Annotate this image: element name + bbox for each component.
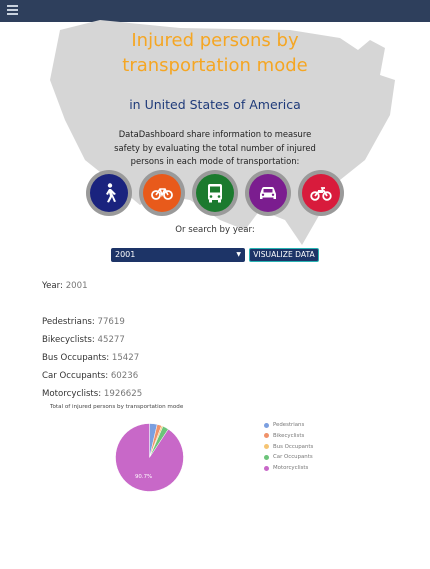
pie-slice-motorcyclists (115, 423, 184, 492)
chart-legend: Pedestrians Bikecyclists Bus Occupants Car … (264, 421, 313, 475)
search-by-year-label: Or search by year: (175, 225, 255, 235)
legend-item[interactable]: Bikecyclists (264, 432, 313, 443)
bicycle-icon (151, 188, 173, 200)
legend-label: Motorcyclists (273, 465, 309, 472)
top-bar (0, 0, 430, 22)
stat-motorcyclists: Motorcyclists: 1926625 (42, 389, 143, 399)
legend-item[interactable]: Car Occupants (264, 453, 313, 464)
year-select[interactable]: 2001 ▼ (111, 248, 245, 262)
pie-slice-label: 90.7% (135, 474, 153, 480)
page-description: DataDashboard share information to measu… (100, 128, 330, 169)
legend-dot (264, 465, 269, 471)
legend-item[interactable]: Bus Occupants (264, 443, 313, 454)
legend-dot (264, 422, 269, 428)
stat-year: Year: 2001 (42, 281, 88, 291)
page-subtitle: in United States of America (129, 97, 301, 112)
bicycle-mode-button[interactable] (139, 170, 185, 216)
chevron-down-icon: ▼ (236, 251, 241, 258)
page-title-line2: transportation mode (122, 55, 308, 76)
description-line: DataDashboard share information to measu… (118, 129, 312, 139)
pie-chart-svg (115, 423, 184, 492)
transport-mode-buttons (86, 170, 346, 216)
legend-label: Pedestrians (273, 422, 305, 428)
car-icon (260, 187, 276, 199)
legend-label: Car Occupants (273, 454, 313, 461)
stat-pedestrians: Pedestrians: 77619 (42, 317, 125, 327)
stat-car-occupants: Car Occupants: 60236 (42, 371, 139, 381)
page-title-line1: Injured persons by (131, 30, 299, 51)
legend-item[interactable]: Pedestrians (264, 421, 313, 432)
legend-dot (264, 433, 269, 439)
injuries-pie-chart: Total of injured persons by transportati… (40, 404, 330, 499)
bus-mode-button[interactable] (192, 170, 238, 216)
stat-bikecyclists: Bikecyclists: 45277 (42, 335, 125, 345)
pedestrian-icon (106, 183, 116, 203)
description-line: persons in each mode of transportation: (130, 156, 300, 166)
pedestrian-mode-button[interactable] (86, 170, 132, 216)
motorcycle-mode-button[interactable] (298, 170, 344, 216)
legend-dot (264, 454, 269, 460)
year-select-value: 2001 (115, 250, 136, 259)
legend-label: Bus Occupants (273, 443, 314, 450)
chart-title: Total of injured persons by transportati… (50, 404, 184, 410)
hamburger-menu-icon[interactable] (7, 5, 18, 17)
legend-label: Bikecyclists (273, 432, 305, 439)
motorcycle-icon (310, 187, 332, 201)
legend-dot (264, 444, 269, 450)
legend-item[interactable]: Motorcyclists (264, 464, 313, 475)
description-line: safety by evaluating the total number of… (114, 142, 316, 153)
visualize-data-button[interactable]: VISUALIZE DATA (249, 248, 319, 262)
stat-bus-occupants: Bus Occupants: 15427 (42, 353, 140, 363)
bus-icon (208, 184, 222, 203)
car-mode-button[interactable] (245, 170, 291, 216)
